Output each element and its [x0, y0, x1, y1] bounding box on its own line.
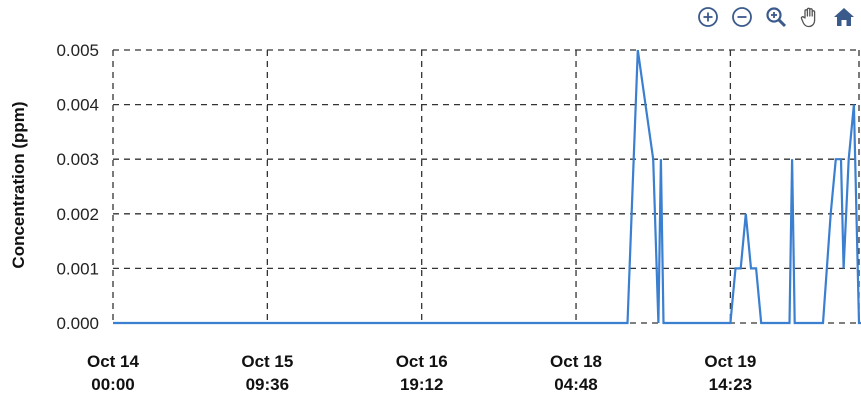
x-tick-label: Oct 15: [241, 352, 293, 371]
x-tick-label-time: 14:23: [709, 375, 752, 394]
zoom-in-button[interactable]: [695, 4, 721, 30]
x-tick-label-time: 00:00: [91, 375, 134, 394]
x-axis-ticks: Oct 14 00:00 Oct 15 09:36 Oct 16 19:12 Oct 18 0…: [87, 352, 756, 394]
y-axis-ticks: 0.000 0.001 0.002 0.003 0.004 0.005: [56, 41, 99, 333]
pan-icon: [800, 7, 816, 28]
zoom-out-button[interactable]: [729, 4, 755, 30]
zoom-in-icon: [698, 7, 718, 27]
y-tick-label: 0.000: [56, 314, 99, 333]
y-tick-label: 0.002: [56, 205, 99, 224]
x-tick-label-time: 19:12: [400, 375, 443, 394]
home-button[interactable]: [831, 4, 857, 30]
x-tick-label-time: 09:36: [246, 375, 289, 394]
y-axis-label: Concentration (ppm): [9, 101, 28, 268]
grid: [112, 49, 860, 324]
chart-toolbar: [695, 4, 857, 30]
x-tick-label: Oct 14: [87, 352, 140, 371]
home-icon: [834, 8, 854, 26]
pan-button[interactable]: [797, 4, 823, 30]
x-tick-label: Oct 19: [704, 352, 756, 371]
y-tick-label: 0.001: [56, 259, 99, 278]
series-line: [113, 49, 861, 325]
y-tick-label: 0.004: [56, 96, 99, 115]
x-tick-label-time: 04:48: [554, 375, 597, 394]
x-tick-label: Oct 16: [396, 352, 448, 371]
zoom-selection-icon: [766, 7, 787, 28]
x-tick-label: Oct 18: [550, 352, 602, 371]
zoom-out-icon: [732, 7, 752, 27]
y-tick-label: 0.005: [56, 41, 99, 60]
y-tick-label: 0.003: [56, 150, 99, 169]
zoom-selection-button[interactable]: [763, 4, 789, 30]
